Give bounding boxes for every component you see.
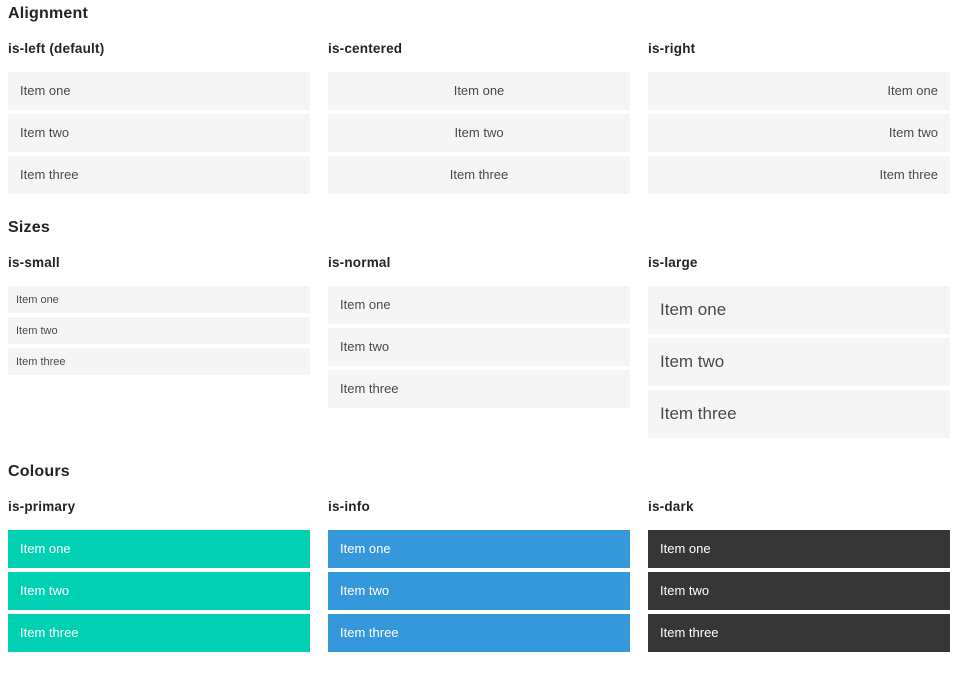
list-item[interactable]: Item three: [648, 156, 950, 194]
column-large: is-large Item one Item two Item three: [648, 254, 950, 442]
item-list: Item one Item two Item three: [328, 72, 630, 194]
list-item[interactable]: Item one: [8, 530, 310, 568]
item-list: Item one Item two Item three: [8, 286, 310, 375]
list-item[interactable]: Item three: [8, 348, 310, 375]
section-grid: is-primary Item one Item two Item three …: [8, 498, 950, 656]
list-item[interactable]: Item one: [648, 72, 950, 110]
list-item[interactable]: Item one: [648, 530, 950, 568]
list-item[interactable]: Item two: [328, 328, 630, 366]
list-item[interactable]: Item one: [328, 530, 630, 568]
list-item[interactable]: Item three: [8, 156, 310, 194]
column-info: is-info Item one Item two Item three: [328, 498, 630, 656]
list-item[interactable]: Item two: [8, 572, 310, 610]
column-normal: is-normal Item one Item two Item three: [328, 254, 630, 412]
list-item[interactable]: Item two: [648, 338, 950, 386]
section-sizes: Sizes is-small Item one Item two Item th…: [8, 218, 950, 442]
list-item[interactable]: Item one: [8, 72, 310, 110]
column-heading: is-centered: [328, 41, 403, 56]
column-left: is-left (default) Item one Item two Item…: [8, 40, 310, 198]
column-heading: is-dark: [648, 499, 694, 514]
section-grid: is-left (default) Item one Item two Item…: [8, 40, 950, 198]
column-heading: is-info: [328, 499, 370, 514]
list-item[interactable]: Item one: [328, 286, 630, 324]
list-item[interactable]: Item two: [328, 114, 630, 152]
item-list: Item one Item two Item three: [328, 286, 630, 408]
list-item[interactable]: Item two: [648, 114, 950, 152]
column-heading: is-primary: [8, 499, 76, 514]
list-item[interactable]: Item three: [328, 614, 630, 652]
column-heading: is-large: [648, 255, 698, 270]
list-item[interactable]: Item three: [8, 614, 310, 652]
column-heading: is-normal: [328, 255, 391, 270]
list-item[interactable]: Item three: [328, 156, 630, 194]
item-list: Item one Item two Item three: [8, 72, 310, 194]
list-item[interactable]: Item two: [328, 572, 630, 610]
column-heading: is-left (default): [8, 41, 105, 56]
column-dark: is-dark Item one Item two Item three: [648, 498, 950, 656]
item-list: Item one Item two Item three: [328, 530, 630, 652]
section-alignment: Alignment is-left (default) Item one Ite…: [8, 4, 950, 198]
column-right: is-right Item one Item two Item three: [648, 40, 950, 198]
item-list: Item one Item two Item three: [8, 530, 310, 652]
section-colours: Colours is-primary Item one Item two Ite…: [8, 462, 950, 656]
column-heading: is-right: [648, 41, 696, 56]
list-item[interactable]: Item one: [8, 286, 310, 313]
section-title: Sizes: [8, 219, 50, 236]
column-primary: is-primary Item one Item two Item three: [8, 498, 310, 656]
list-item[interactable]: Item three: [648, 614, 950, 652]
column-small: is-small Item one Item two Item three: [8, 254, 310, 379]
item-list: Item one Item two Item three: [648, 286, 950, 438]
item-list: Item one Item two Item three: [648, 530, 950, 652]
list-item[interactable]: Item one: [648, 286, 950, 334]
list-item[interactable]: Item two: [648, 572, 950, 610]
list-item[interactable]: Item two: [8, 317, 310, 344]
section-grid: is-small Item one Item two Item three is…: [8, 254, 950, 442]
list-item[interactable]: Item one: [328, 72, 630, 110]
item-list: Item one Item two Item three: [648, 72, 950, 194]
section-title: Colours: [8, 463, 70, 480]
list-item[interactable]: Item two: [8, 114, 310, 152]
column-centered: is-centered Item one Item two Item three: [328, 40, 630, 198]
list-item[interactable]: Item three: [648, 390, 950, 438]
column-heading: is-small: [8, 255, 60, 270]
list-item[interactable]: Item three: [328, 370, 630, 408]
section-title: Alignment: [8, 5, 89, 22]
